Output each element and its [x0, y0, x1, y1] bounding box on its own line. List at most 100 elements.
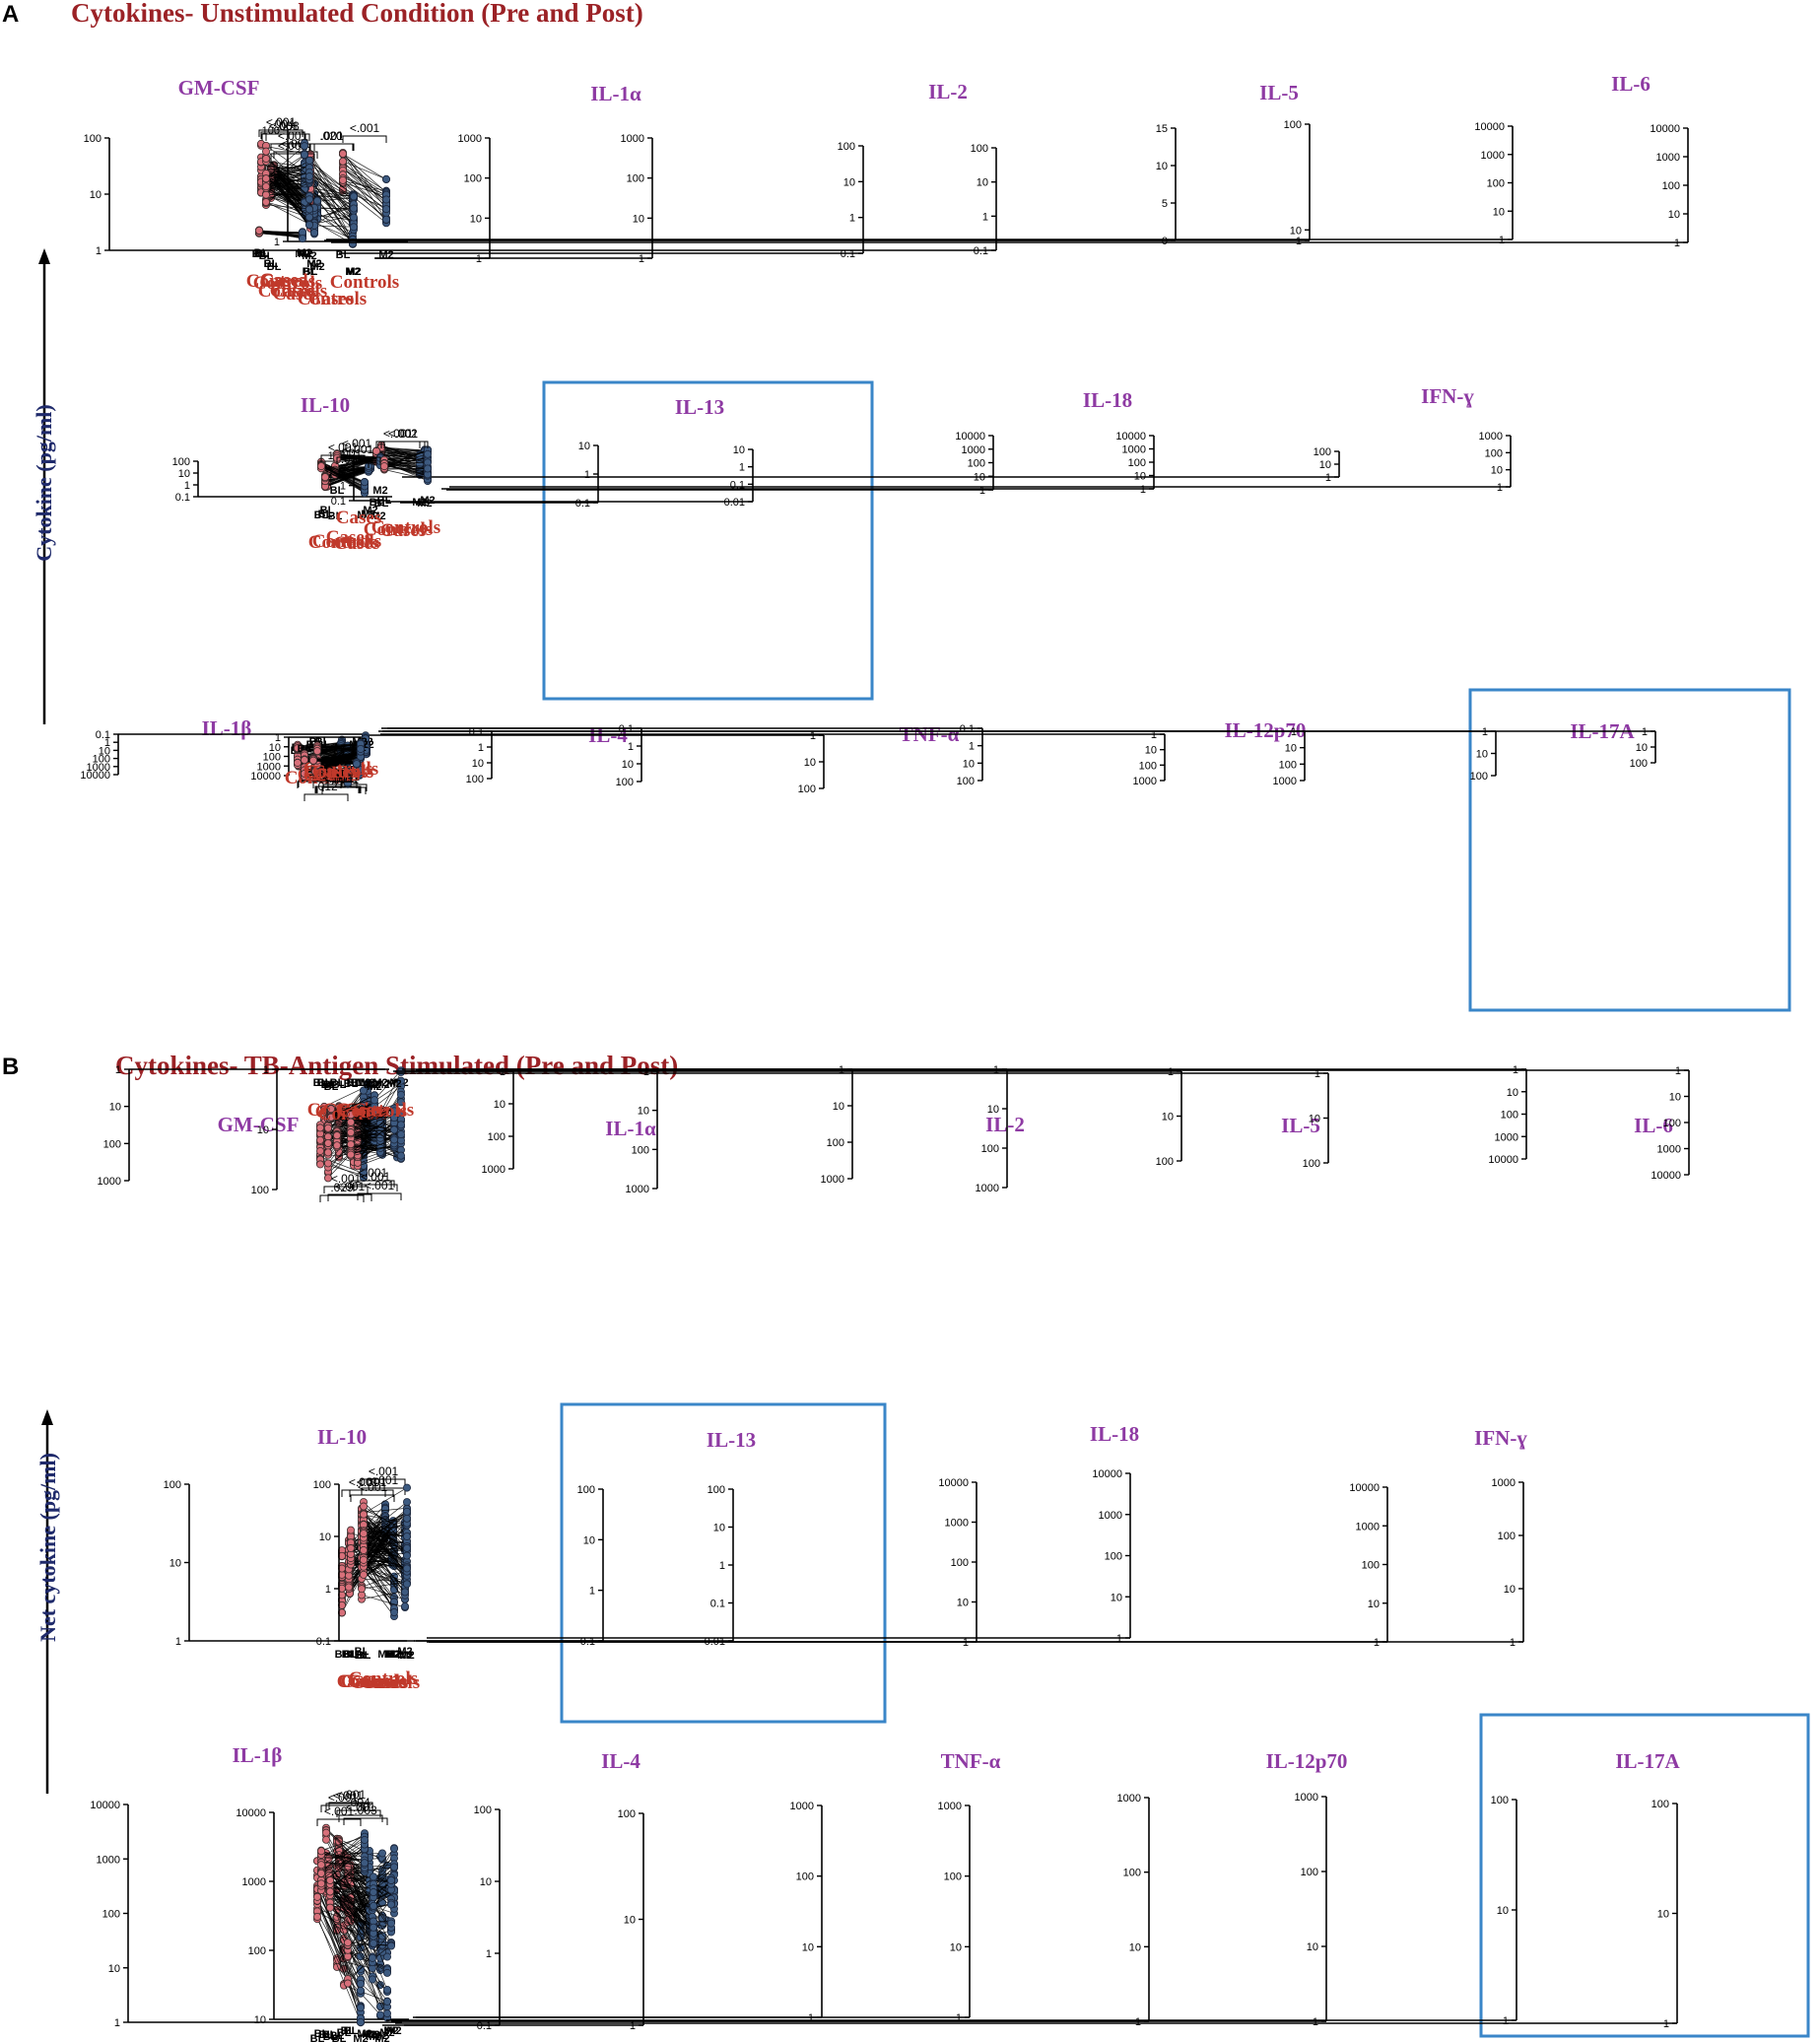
- chart-b-il-18-controls-tick-label-4: 10000: [1092, 1468, 1122, 1480]
- chart-a-il-6-controls-point-bl-21: [261, 174, 270, 183]
- cytokine-title-b-il-12p70: IL-12p70: [1266, 1749, 1348, 1773]
- chart-a-il-5-cases-x-label-m2: M2: [298, 248, 312, 260]
- chart-a-il-13-controls-tick-label-0: 0.01: [724, 497, 745, 509]
- chart-a-il-6-controls-pair-lines: [265, 145, 310, 226]
- chart-b-ifn-controls-point-m2-23: [402, 1532, 411, 1540]
- chart-a-il-6-controls-pair-line-4: [265, 163, 310, 206]
- chart-b-ifn-controls-group-label: Controls: [351, 1672, 420, 1693]
- chart-a-il-6-controls-pair-line-14: [265, 194, 310, 196]
- y-axis-arrow-a: [38, 248, 50, 724]
- chart-a-il-5-cases-group-label: Cases: [261, 271, 306, 292]
- chart-b-il-1-cases-tick-label-1: 10: [494, 1099, 506, 1111]
- chart-a-il-6-controls-pair-line-23: [265, 160, 310, 187]
- chart-a-il-1-cases-pair-line-20: [308, 169, 354, 198]
- chart-a-il-1-controls-pair-line-17: [309, 172, 355, 205]
- chart-b-il-4-controls-point-m2-20: [356, 1986, 365, 1995]
- chart-b-tnf-controls-point-bl-21: [343, 1939, 352, 1947]
- chart-a-il-5-controls-point-m2-23: [298, 235, 306, 243]
- chart-a-il-1-cases-pair-line-18: [308, 166, 354, 216]
- chart-b-ifn-controls-point-bl-22: [359, 1510, 368, 1519]
- chart-a-il-6-controls-point-m2-23: [304, 156, 313, 165]
- cytokine-title-a-il-2: IL-2: [928, 80, 968, 103]
- chart-a-ifn-controls-point-m2-23: [423, 449, 432, 458]
- chart-b-il-12p70-controls-tick-label-0: 1: [1313, 2016, 1318, 2028]
- chart-a-il-1-controls-point-bl-23: [293, 758, 302, 767]
- chart-a-gm-csf-cases-x-label-bl: BL: [264, 258, 279, 270]
- chart-a-il-5-controls-point-bl-23: [254, 226, 263, 235]
- chart-a-il-1-cases-tick-label-3: 1000: [458, 133, 482, 145]
- chart-a-ifn-cases-tick-label-2: 100: [1314, 446, 1331, 458]
- chart-b-il-6-controls-point-bl-23: [346, 1128, 355, 1137]
- chart-a-gm-csf-controls-tick-label-0: 1: [274, 237, 280, 248]
- chart-b-il-18-cases-tick-label-3: 1000: [945, 1518, 969, 1530]
- cytokine-title-a-ifn: IFN-ɣ: [1421, 384, 1474, 408]
- chart-b-il-18-controls-tick-label-0: 1: [1116, 1633, 1122, 1645]
- chart-b-il-13-controls-p-bracket: [350, 1494, 395, 1502]
- chart-b-tnf-controls-tick-label-2: 100: [944, 1872, 962, 1883]
- chart-b-tnf-controls-point-bl-15: [343, 1979, 352, 1988]
- chart-a-il-10-cases-x-label-bl: BL: [320, 505, 335, 516]
- panel-title-b: Cytokines- TB-Antigen Stimulated (Pre an…: [115, 1051, 678, 1080]
- chart-a-il-2-cases-x-label-m2: M2: [309, 261, 324, 273]
- chart-b-il-1-controls-tick-label-2: 1000: [242, 1876, 266, 1888]
- chart-a-il-6-cases-p-bracket: [260, 131, 305, 139]
- chart-a-gm-csf-cases-group-label: Cases: [270, 281, 315, 302]
- chart-a-il-6-cases-tick-label-3: 1000: [1481, 150, 1505, 162]
- chart-a-il-6-cases-tick-label-4: 10000: [1474, 121, 1505, 133]
- chart-b-il-12p70-cases-tick-label-2: 100: [1123, 1868, 1141, 1879]
- chart-b-il-5-controls-tick-label-1: 10: [1309, 1114, 1320, 1125]
- chart-b-il-18-cases-tick-label-4: 10000: [938, 1477, 969, 1489]
- chart-b-il-1-controls-point-m2-21: [382, 2009, 391, 2018]
- chart-b-il-6-controls-point-bl-16: [346, 1140, 355, 1149]
- chart-a-il-6-cases-point-m2-22: [300, 150, 308, 159]
- chart-b-il-6-cases-point-bl-23: [332, 1131, 341, 1140]
- chart-b-il-18-cases-tick-label-1: 10: [957, 1598, 969, 1609]
- chart-a-gm-csf-controls-p-bracket: [342, 135, 387, 143]
- chart-a-il-18-controls-tick-label-4: 10000: [1115, 431, 1146, 442]
- chart-a-il-1-controls-pair-line-9: [309, 187, 355, 206]
- chart-a-il-6-cases-tick-label-1: 10: [1493, 206, 1505, 218]
- chart-b-ifn-controls-x-label-m2: M2: [399, 1650, 414, 1662]
- chart-a-il-18-cases-tick-label-3: 1000: [962, 444, 985, 456]
- chart-b-il-12p70-controls-point-m2-23: [368, 1953, 376, 1962]
- chart-a-il-2-controls-tick-label-3: 100: [971, 143, 988, 155]
- chart-a-il-10-cases-tick-label-3: 100: [172, 456, 190, 468]
- chart-b-il-5-cases-tick-label-1: 10: [1162, 1112, 1174, 1123]
- chart-b-il-17a-controls-x-label-m2: M2: [366, 2031, 380, 2042]
- chart-a-ifn-cases-x-label-bl: BL: [330, 485, 345, 497]
- chart-b-gm-csf-cases-tick-label-0: 1: [115, 1064, 121, 1076]
- chart-a-il-6-controls-pair-line-21: [265, 177, 310, 210]
- chart-a-gm-csf-controls-pair-line-11: [342, 152, 387, 210]
- chart-a-il-1-controls-pair-line-13: [309, 178, 355, 212]
- chart-a-ifn-controls-tick-label-2: 100: [1485, 447, 1503, 459]
- chart-a-tnf-controls-tick-label-2: 10: [963, 758, 975, 770]
- chart-b-gm-csf-controls-point-bl-20: [315, 1160, 324, 1169]
- chart-a-il-18-controls-point-m2-22: [415, 460, 424, 469]
- chart-a-il-6-controls-pair-line-1: [265, 182, 310, 200]
- chart-b-il-13-controls-point-m2-21: [389, 1608, 398, 1617]
- chart-b-il-6-cases-x-label-bl: BL: [330, 1077, 345, 1089]
- chart-a-il-1-controls-point-m2-20: [349, 204, 358, 213]
- charts-layer: GM-CSF110100BLM2<.001Cases110100BLM2<.00…: [80, 72, 1810, 2042]
- chart-b-il-12p70-cases-point-bl-7: [321, 1835, 330, 1844]
- chart-b-il-18-controls-p-value: <.001: [369, 1464, 399, 1478]
- chart-b-il-17a-cases-p-value: <.001: [328, 1791, 359, 1804]
- chart-b-ifn-cases-point-bl-21: [359, 1570, 368, 1579]
- chart-a-il-6-controls-p-value: .008: [276, 119, 300, 133]
- chart-a-il-17a-controls-point-bl-23: [312, 747, 321, 756]
- chart-b-il-12p70-cases-point-bl-15: [321, 1828, 330, 1837]
- chart-a-il-5-controls-tick-label-1: 10: [1290, 225, 1302, 237]
- chart-b-il-17a-cases-point-bl-20: [316, 1879, 325, 1888]
- chart-a-il-1-cases-tick-label-1: 10: [470, 213, 482, 225]
- chart-b-il-6-cases-tick-label-2: 100: [1501, 1110, 1518, 1122]
- chart-a-il-2-controls-tick-label-2: 10: [977, 177, 988, 189]
- chart-a-il-17a-controls-tick-label-0: 1: [1642, 726, 1648, 738]
- chart-b-il-13-controls-point-bl-21: [346, 1526, 355, 1534]
- chart-b-il-2-cases-tick-label-1: 10: [833, 1101, 844, 1113]
- chart-a-il-1-cases-tick-label-5: 10000: [80, 770, 110, 782]
